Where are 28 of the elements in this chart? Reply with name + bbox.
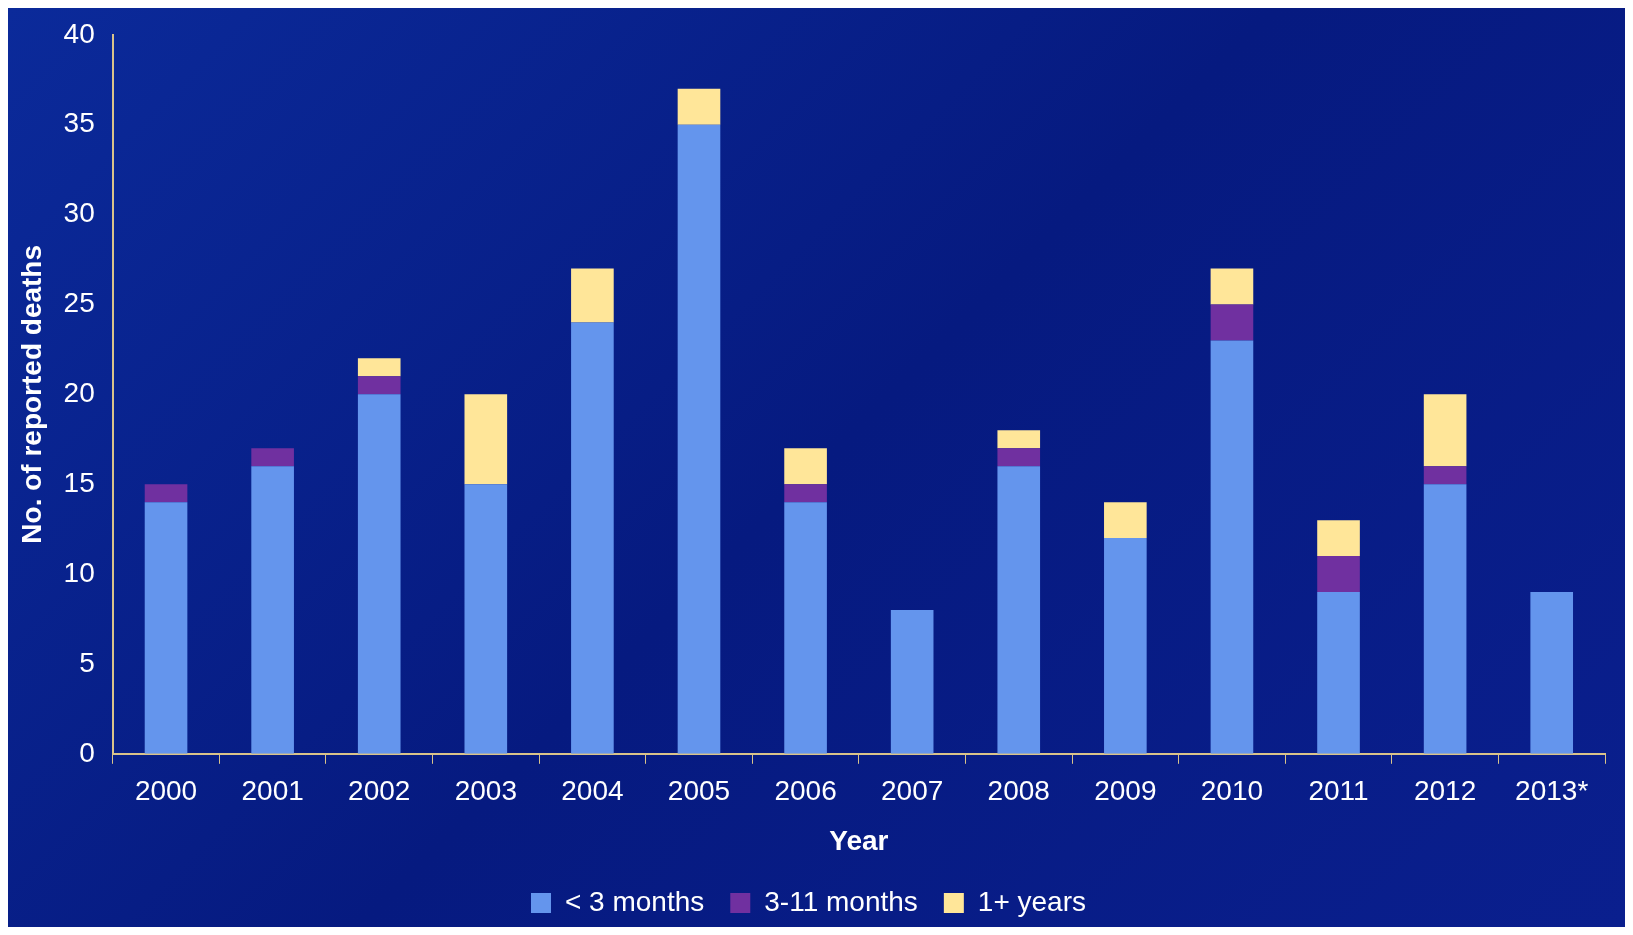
y-tick-label: 30 xyxy=(63,197,95,229)
y-tick-label: 40 xyxy=(63,17,95,49)
y-tick-label: 5 xyxy=(79,646,95,678)
x-tick-label: 2011 xyxy=(1308,775,1369,807)
y-tick-label: 15 xyxy=(63,466,95,498)
x-tick-label: 2006 xyxy=(774,775,837,807)
x-tick-label: 2005 xyxy=(667,775,731,807)
y-tick-label: 20 xyxy=(63,377,95,409)
x-tick-label: 2012 xyxy=(1413,775,1477,807)
y-tick-label: 35 xyxy=(63,107,95,139)
y-tick-label: 0 xyxy=(79,736,95,768)
x-tick-label: 2004 xyxy=(561,775,624,807)
x-tick-label: 2001 xyxy=(241,775,304,807)
x-tick-label: 2013* xyxy=(1515,775,1589,807)
x-tick-label: 2003 xyxy=(454,775,517,807)
x-tick-label: 2007 xyxy=(881,775,944,807)
x-tick-label: 2008 xyxy=(987,775,1050,807)
x-tick-label: 2002 xyxy=(348,775,411,807)
x-tick-label: 2010 xyxy=(1200,775,1264,807)
y-tick-label: 25 xyxy=(63,287,95,319)
y-tick-label: 10 xyxy=(63,556,95,588)
x-axis-title: Year xyxy=(829,824,889,856)
x-tick-label: 2009 xyxy=(1094,775,1157,807)
legend-label: 3-11 months xyxy=(764,885,918,917)
y-axis-title: No. of reported deaths xyxy=(15,244,47,544)
x-tick-label: 2000 xyxy=(134,775,198,807)
legend-label: 1+ years xyxy=(977,885,1087,917)
legend-label: < 3 months xyxy=(564,885,705,917)
